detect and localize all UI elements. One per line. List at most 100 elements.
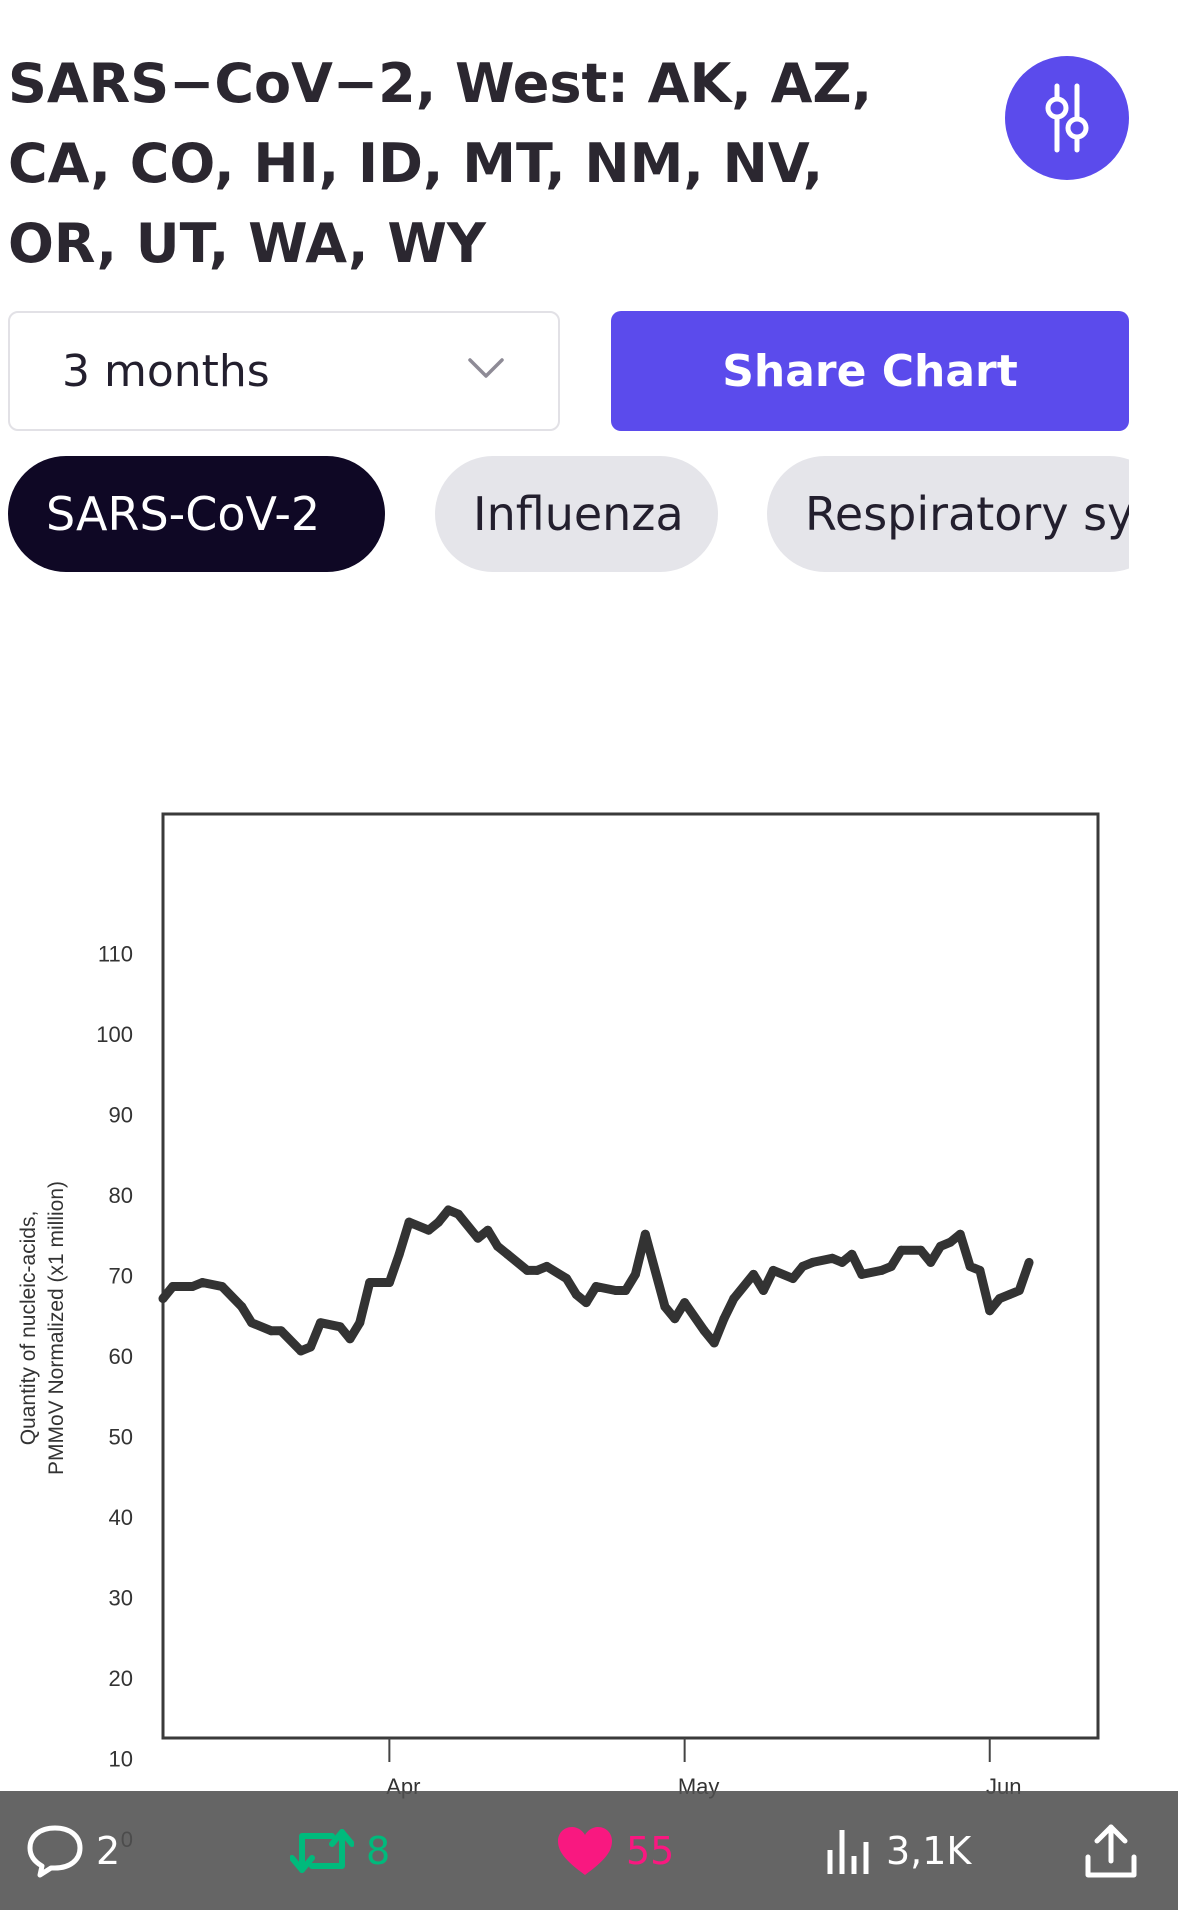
y-tick-label: 80 xyxy=(109,1183,133,1208)
x-axis-ticks: Apr May Jun xyxy=(386,1738,1021,1799)
data-point xyxy=(296,1346,306,1356)
share-chart-button[interactable]: Share Chart xyxy=(611,311,1129,431)
data-point xyxy=(434,1217,444,1227)
data-point xyxy=(660,1302,670,1312)
data-point xyxy=(965,1261,975,1271)
data-point xyxy=(749,1269,758,1279)
data-point xyxy=(522,1265,532,1275)
data-point xyxy=(188,1282,197,1291)
data-point xyxy=(729,1294,739,1304)
data-point xyxy=(709,1338,719,1348)
y-tick-label: 50 xyxy=(109,1424,133,1449)
range-select[interactable]: 3 months xyxy=(8,311,560,431)
data-point xyxy=(335,1322,345,1332)
y-tick-label: 110 xyxy=(98,941,133,966)
y-axis-label-line: Quantity of nucleic-acids, xyxy=(17,1211,40,1446)
y-tick-label: 90 xyxy=(109,1102,133,1127)
data-point xyxy=(1004,1290,1014,1300)
series-line xyxy=(159,1205,1034,1356)
data-point xyxy=(758,1286,768,1295)
data-point xyxy=(483,1225,493,1235)
range-select-value: 3 months xyxy=(62,345,270,397)
data-point xyxy=(266,1326,276,1336)
y-axis-ticks: 0102030405060708090100110 xyxy=(96,941,133,1852)
data-point xyxy=(443,1205,453,1215)
data-point xyxy=(896,1245,906,1255)
data-point xyxy=(640,1229,650,1239)
y-tick-label: 10 xyxy=(109,1746,133,1771)
data-point xyxy=(503,1249,512,1259)
share-icon xyxy=(1085,1824,1137,1877)
data-point xyxy=(837,1257,847,1267)
views-count: 3,1K xyxy=(886,1828,972,1873)
data-point xyxy=(532,1265,542,1275)
plot-frame xyxy=(161,812,1100,1740)
y-axis-label-line: PMMoV Normalized (x1 million) xyxy=(45,1181,68,1475)
y-tick-label: 70 xyxy=(109,1263,133,1288)
data-point xyxy=(916,1245,926,1255)
share-post-button[interactable] xyxy=(1084,1791,1138,1910)
tab-rsv[interactable]: Respiratory sy xyxy=(767,456,1129,572)
data-point xyxy=(217,1282,227,1291)
data-point xyxy=(768,1265,778,1275)
retweet-count: 8 xyxy=(366,1828,391,1873)
data-point xyxy=(473,1233,483,1243)
data-point xyxy=(995,1294,1005,1304)
filter-button[interactable] xyxy=(1005,56,1129,180)
data-point xyxy=(1014,1286,1024,1295)
chevron-down-icon xyxy=(468,358,504,378)
retweet-icon xyxy=(290,1828,354,1873)
data-point xyxy=(345,1334,355,1344)
y-tick-label: 30 xyxy=(109,1585,133,1610)
data-point xyxy=(384,1278,394,1287)
data-point xyxy=(788,1274,798,1283)
data-point xyxy=(276,1326,286,1336)
data-point xyxy=(955,1229,965,1239)
views-icon xyxy=(827,1829,869,1874)
y-axis-label: Quantity of nucleic-acids, PMMoV Normaliz… xyxy=(17,1181,68,1475)
data-point xyxy=(581,1298,591,1308)
data-point xyxy=(355,1318,365,1328)
data-point xyxy=(197,1278,207,1287)
data-point xyxy=(424,1225,434,1235)
data-point xyxy=(877,1265,886,1275)
data-point xyxy=(394,1249,404,1259)
data-point xyxy=(886,1261,896,1271)
like-icon xyxy=(558,1826,612,1875)
data-point xyxy=(562,1274,571,1283)
views-button[interactable]: 3,1K xyxy=(824,1791,971,1910)
reply-button[interactable]: 2 xyxy=(26,1791,120,1910)
retweet-button[interactable]: 8 xyxy=(290,1791,390,1910)
data-point xyxy=(306,1342,316,1352)
y-tick-label: 40 xyxy=(109,1505,133,1530)
data-point xyxy=(621,1286,631,1295)
tab-sars-cov-2[interactable]: SARS-CoV-2 xyxy=(8,456,385,572)
pathogen-tabs: SARS-CoV-2 Influenza Respiratory sy xyxy=(0,456,1129,572)
data-point xyxy=(365,1278,375,1287)
data-point xyxy=(453,1209,463,1219)
data-point xyxy=(719,1314,729,1324)
data-point xyxy=(985,1306,995,1316)
data-point xyxy=(493,1241,503,1251)
data-point xyxy=(670,1314,680,1324)
data-point xyxy=(158,1294,168,1304)
page-title: SARS−CoV−2, West: AK, AZ, CA, CO, HI, ID… xyxy=(8,52,873,275)
like-button[interactable]: 55 xyxy=(556,1791,674,1910)
reply-icon xyxy=(27,1825,83,1877)
data-point xyxy=(975,1265,985,1275)
data-point xyxy=(847,1249,857,1259)
y-tick-label: 20 xyxy=(109,1666,133,1691)
data-point xyxy=(404,1217,414,1227)
data-point xyxy=(857,1269,867,1279)
data-point xyxy=(1024,1257,1034,1267)
tab-label: SARS-CoV-2 xyxy=(46,487,321,541)
data-point xyxy=(630,1269,640,1279)
tab-influenza[interactable]: Influenza xyxy=(435,456,718,572)
data-point xyxy=(680,1298,690,1308)
data-point xyxy=(827,1253,837,1263)
data-point xyxy=(591,1282,601,1291)
tab-label: Influenza xyxy=(473,487,684,541)
tab-label: Respiratory sy xyxy=(805,487,1129,541)
